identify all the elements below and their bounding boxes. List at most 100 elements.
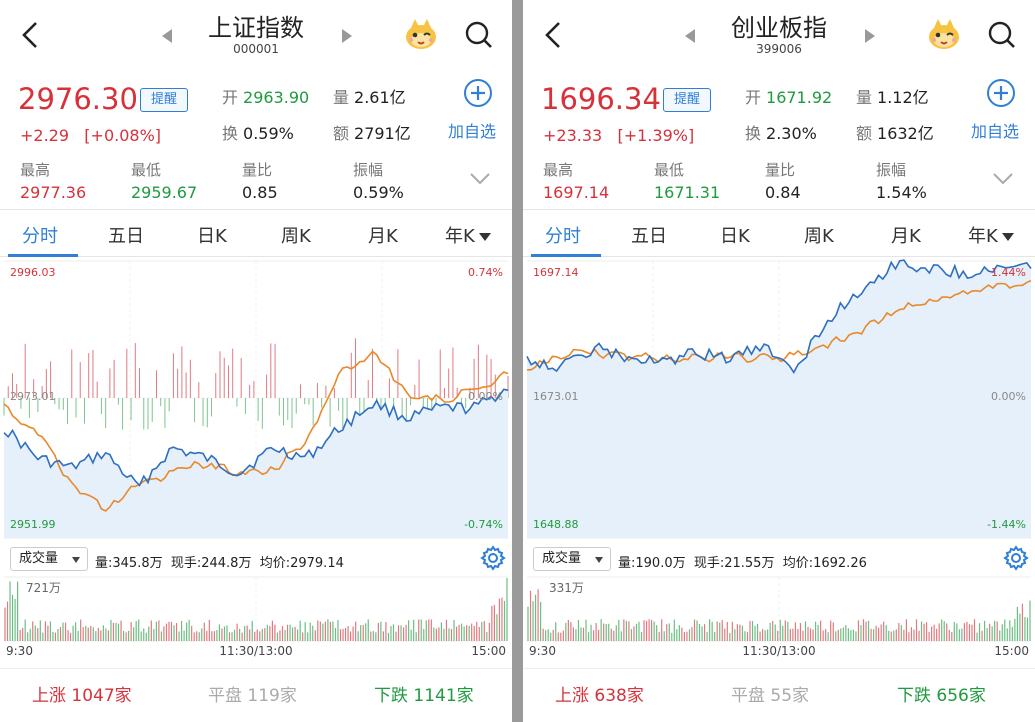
tab-five-day[interactable]: 五日 [108,226,144,247]
stat-high-label: 最高 [20,161,51,179]
axis-mid-right: 0.00% [468,390,503,403]
intraday-chart[interactable]: 2996.03 2973.01 2951.99 0.74% 0.00% -0.7… [0,258,512,541]
add-watchlist-icon[interactable] [986,78,1016,108]
stat-volume-ratio-label: 量比 [242,161,273,179]
trade-volume: 量 1.12亿 [856,88,929,107]
stat-amplitude-label: 振幅 [353,161,384,179]
market-breadth: 上涨 638家 平盘 55家 下跌 656家 [523,668,1035,722]
decliners[interactable]: 下跌 1141家 [374,686,474,706]
back-arrow-icon[interactable] [539,18,567,52]
volume-controls: 成交量 量:190.0万 现手:21.55万 均价:1692.26 [523,541,1035,575]
caret-down-icon [595,557,603,563]
index-code: 000001 [233,42,279,56]
axis-bottom-left: 1648.88 [533,518,579,531]
chevron-down-icon[interactable] [469,172,491,186]
header: 上证指数 000001 [0,0,512,70]
decliners[interactable]: 下跌 656家 [897,686,986,706]
mascot-icon[interactable] [926,16,962,52]
prev-index-icon[interactable] [162,29,172,43]
volume-max-label: 721万 [26,581,61,595]
intraday-chart[interactable]: 1697.14 1673.01 1648.88 1.44% 0.00% -1.4… [523,258,1035,541]
axis-top-left: 2996.03 [10,266,56,279]
tab-monthly-k[interactable]: 月K [891,226,921,247]
next-index-icon[interactable] [865,29,875,43]
average-price-line [3,350,509,512]
gear-icon[interactable] [480,545,506,571]
axis-bottom-right: -0.74% [464,518,503,531]
volume-info: 量:190.0万 现手:21.55万 均价:1692.26 [618,556,867,571]
axis-mid-left: 1673.01 [533,390,579,403]
panel-divider [512,0,523,722]
tab-intraday[interactable]: 分时 [22,226,58,247]
stat-low-label: 最低 [131,161,162,179]
index-panel-chinext: 创业板指 399006 1696.34 提醒 +23.33 [+1.39%] 开… [523,0,1035,722]
mascot-icon[interactable] [403,16,439,52]
volume-bars [4,578,508,641]
search-icon[interactable] [464,20,494,50]
axis-mid-left: 2973.01 [10,390,56,403]
unchanged[interactable]: 平盘 55家 [731,686,810,706]
advancers[interactable]: 上涨 638家 [555,686,644,706]
stat-volume-ratio-value: 0.84 [765,183,801,202]
gear-icon[interactable] [1003,545,1029,571]
stat-amplitude-value: 1.54% [876,183,927,202]
chart-tabs: 分时 五日 日K 周K 月K 年K [523,209,1035,257]
trade-amount: 额 1632亿 [856,124,934,143]
stat-volume-ratio-value: 0.85 [242,183,278,202]
unchanged[interactable]: 平盘 119家 [208,686,297,706]
average-price-line [527,279,1032,371]
axis-bottom-left: 2951.99 [10,518,56,531]
add-watchlist-icon[interactable] [463,78,493,108]
search-icon[interactable] [987,20,1017,50]
back-arrow-icon[interactable] [16,18,44,52]
axis-top-left: 1697.14 [533,266,579,279]
open-price: 开 1671.92 [745,88,833,107]
tab-active-indicator [531,254,601,257]
time-label-close: 15:00 [471,644,506,658]
volume-info: 量:345.8万 现手:244.8万 均价:2979.14 [95,556,344,571]
price-change: +23.33 [+1.39%] [543,126,695,145]
tab-intraday[interactable]: 分时 [545,226,581,247]
price-area [527,260,1031,538]
index-title: 创业板指 [731,14,827,42]
tab-weekly-k[interactable]: 周K [281,226,311,247]
turnover-rate: 换 2.30% [745,124,817,143]
volume-indicator-select[interactable]: 成交量 [10,547,88,571]
header: 创业板指 399006 [523,0,1035,70]
stat-low-value: 1671.31 [654,183,721,202]
add-watchlist-button[interactable]: 加自选 [971,122,1020,141]
volume-max-label: 331万 [549,581,584,595]
stat-high-value: 1697.14 [543,183,610,202]
volume-chart[interactable]: 331万 9:30 11:30/13:00 15:00 [523,575,1035,663]
tab-yearly-k[interactable]: 年K [445,222,491,248]
axis-top-right: 0.74% [468,266,503,279]
tab-weekly-k[interactable]: 周K [804,226,834,247]
tab-yearly-k[interactable]: 年K [968,222,1014,248]
chevron-down-icon[interactable] [992,172,1014,186]
time-label-open: 9:30 [529,644,556,658]
advancers[interactable]: 上涨 1047家 [32,686,132,706]
tab-daily-k[interactable]: 日K [720,226,750,247]
remind-button[interactable]: 提醒 [663,88,711,112]
tab-monthly-k[interactable]: 月K [368,226,398,247]
volume-chart[interactable]: 721万 9:30 11:30/13:00 15:00 [0,575,512,663]
tab-daily-k[interactable]: 日K [197,226,227,247]
stat-amplitude-value: 0.59% [353,183,404,202]
caret-down-icon [1001,233,1014,241]
trade-amount: 额 2791亿 [333,124,411,143]
time-label-open: 9:30 [6,644,33,658]
prev-index-icon[interactable] [685,29,695,43]
axis-top-right: 1.44% [991,266,1026,279]
stat-high-label: 最高 [543,161,574,179]
volume-indicator-select[interactable]: 成交量 [533,547,611,571]
open-price: 开 2963.90 [222,88,310,107]
index-code: 399006 [756,42,802,56]
next-index-icon[interactable] [342,29,352,43]
tab-five-day[interactable]: 五日 [631,226,667,247]
market-breadth: 上涨 1047家 平盘 119家 下跌 1141家 [0,668,512,722]
volume-bars [527,589,1031,641]
current-price: 2976.30 [18,82,138,116]
remind-button[interactable]: 提醒 [140,88,188,112]
turnover-rate: 换 0.59% [222,124,294,143]
add-watchlist-button[interactable]: 加自选 [448,122,497,141]
